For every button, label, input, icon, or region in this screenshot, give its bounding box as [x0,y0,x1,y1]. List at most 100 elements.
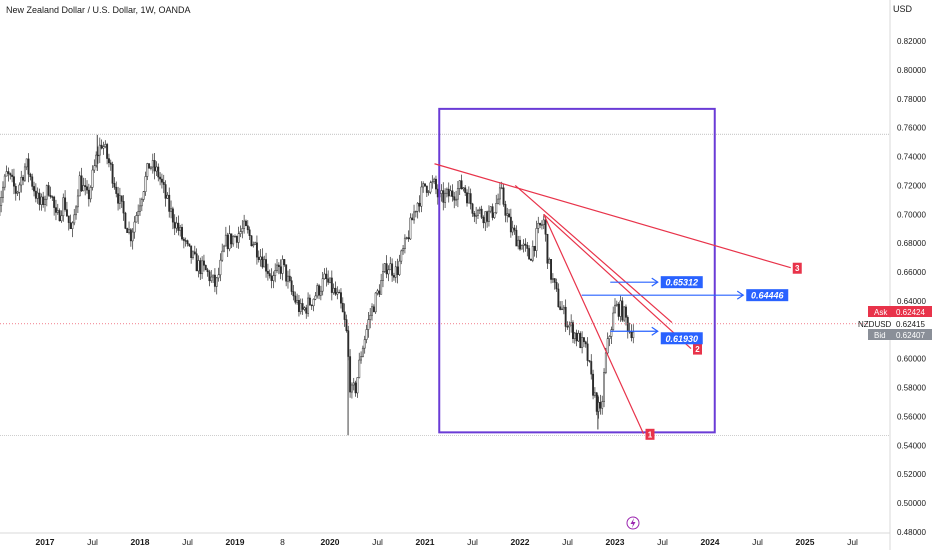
y-tick-label: 0.68000 [897,239,926,248]
candle-body [304,308,305,310]
candle-body [512,228,513,232]
candle-body [159,177,160,179]
candle-body [450,191,451,196]
candle-body [46,186,47,200]
x-tick-label: Jul [657,537,668,547]
candle-body [203,261,204,265]
candle-body [397,267,398,275]
candle-body [42,197,43,205]
candle-body [253,245,254,246]
candle-body [313,299,314,306]
candle-body [349,357,350,393]
x-tick-label: 2018 [131,537,150,547]
candle-body [556,282,557,289]
candle-body [48,186,49,196]
candle-body [346,320,347,331]
candle-body [375,293,376,312]
candle-body [194,252,195,254]
candle-body [114,183,115,187]
target-price-label: 0.65312 [665,278,698,288]
candle-body [300,303,301,311]
candle-body [291,281,292,292]
candle-body [229,234,230,249]
candle-body [605,353,606,373]
candle-body [198,261,199,271]
candle-body [141,199,142,205]
candle-body [240,232,241,234]
candle-body [220,260,221,275]
candle-body [384,264,385,272]
y-tick-label: 0.50000 [897,499,926,508]
candle-body [355,383,356,393]
candle-body [497,199,498,203]
candle-body [242,228,243,231]
candle-body [53,197,54,208]
candle-body [86,187,87,190]
candle-body [128,230,129,233]
candle-body [165,185,166,199]
candle-body [267,271,268,273]
candle-body [583,338,584,342]
candle-body [530,259,531,260]
candle-body [435,179,436,189]
candle-body [517,240,518,246]
y-tick-label: 0.58000 [897,384,926,393]
candle-body [154,160,155,171]
candle-body [21,177,22,185]
candle-body [170,209,171,212]
candle-body [214,275,215,286]
candle-body [276,265,277,270]
candle-body [481,209,482,217]
candle-body [35,191,36,198]
candle-body [169,195,170,211]
candle-body [324,274,325,279]
candle-body [90,187,91,198]
candle-body [499,188,500,199]
candle-body [592,374,593,395]
candle-body [464,188,465,193]
candle-body [227,235,228,249]
candle-body [176,223,177,228]
y-tick-label: 0.76000 [897,124,926,133]
candle-body [295,296,296,302]
candle-body [444,193,445,202]
candle-body [50,195,51,196]
candle-body [622,301,623,320]
candle-body [519,240,520,249]
candle-body [147,164,148,177]
target-price-label: 0.64446 [751,291,785,301]
y-tick-label: 0.72000 [897,181,926,190]
quote-panel: Ask 0.62424 NZDUSD 0.62415 Bid 0.62407 [858,306,932,340]
candle-body [578,333,579,341]
candle-body [516,230,517,246]
candle-body [251,236,252,246]
candle-body [514,228,515,230]
candle-body [380,280,381,294]
candle-body [183,239,184,240]
candle-body [408,238,409,239]
candle-body [441,191,442,194]
candle-body [181,227,182,239]
candle-body [55,208,56,213]
candle-body [0,197,1,205]
candle-body [594,393,595,396]
candle-body [399,261,400,275]
candle-body [258,257,259,260]
candle-body [410,218,411,239]
candle-body [550,259,551,279]
lightning-icon[interactable] [627,517,639,529]
candle-body [77,196,78,207]
symbol-label: NZDUSD [858,320,892,329]
candle-body [492,207,493,218]
candle-body [386,264,387,274]
candle-body [139,206,140,212]
range-box [439,109,715,432]
candle-body [466,193,467,203]
y-tick-label: 0.70000 [897,210,926,219]
candle-body [52,197,53,198]
x-tick-label: 2020 [321,537,340,547]
candle-body [167,195,168,198]
candle-body [501,188,502,189]
